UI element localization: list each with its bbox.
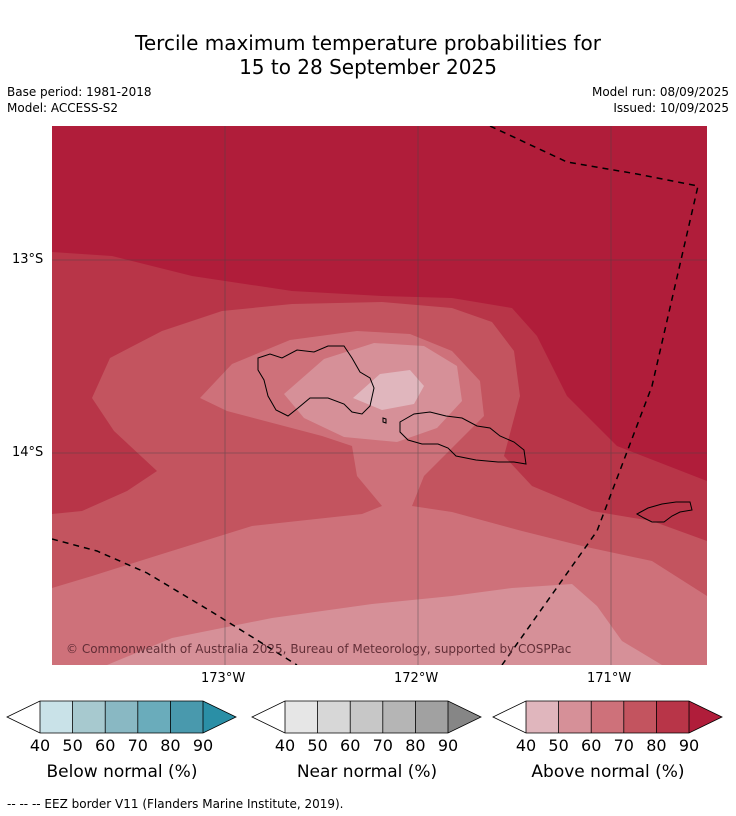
tick-label: 90 xyxy=(437,736,459,755)
colorbar-near-segment-3 xyxy=(350,701,384,733)
lat-label-14s: 14°S xyxy=(12,445,44,460)
colorbar-below-segment-4 xyxy=(137,701,171,733)
tick-label: 80 xyxy=(160,736,181,755)
colorbar-near-segment-0 xyxy=(252,701,285,733)
tick-label: 40 xyxy=(274,736,296,755)
tick-label: 70 xyxy=(372,736,393,755)
band-50-60 xyxy=(107,584,662,665)
colorbar-near-segment-5 xyxy=(415,701,448,733)
tick-label: 50 xyxy=(62,736,83,755)
colorbar-near-title: Near normal (%) xyxy=(296,762,438,782)
colorbar-near-normal xyxy=(251,700,483,734)
tutuila-island-outline xyxy=(635,501,693,523)
colorbar-below-normal xyxy=(6,700,238,734)
band-40-50-center xyxy=(353,370,424,410)
colorbar-below-segment-2 xyxy=(72,701,106,733)
model-run-text: Model run: 08/09/2025 xyxy=(591,85,729,99)
colorbar-below-title: Below normal (%) xyxy=(46,762,198,782)
colorbar-above-segment-1 xyxy=(526,701,559,733)
issued-date-text: Issued: 10/09/2025 xyxy=(613,101,729,115)
chart-title-line-2: 15 to 28 September 2025 xyxy=(239,55,497,79)
colorbar-below-segment-6 xyxy=(203,701,236,733)
tick-label: 40 xyxy=(29,736,51,755)
tick-label: 40 xyxy=(515,736,537,755)
colorbar-near-segment-4 xyxy=(382,701,416,733)
tick-label: 90 xyxy=(678,736,700,755)
lon-label-171w: 171°W xyxy=(587,671,632,686)
colorbar-near-segment-2 xyxy=(317,701,351,733)
colorbar-above-segment-5 xyxy=(656,701,689,733)
tick-label: 60 xyxy=(340,736,361,755)
tick-label: 60 xyxy=(95,736,116,755)
colorbar-above-segment-3 xyxy=(591,701,625,733)
eez-border xyxy=(52,126,699,665)
tick-label: 50 xyxy=(307,736,328,755)
colorbar-below-segment-3 xyxy=(105,701,139,733)
tick-label: 70 xyxy=(613,736,634,755)
colorbar-below-segment-5 xyxy=(170,701,203,733)
colorbar-above-segment-2 xyxy=(558,701,592,733)
colorbar-near-segment-1 xyxy=(285,701,318,733)
graticule xyxy=(52,126,707,665)
lat-label-13s: 13°S xyxy=(12,252,44,267)
tick-label: 70 xyxy=(127,736,148,755)
savaii-island-outline xyxy=(257,345,375,417)
colorbar-above-ticks: 40 50 60 70 80 90 xyxy=(492,736,724,755)
upolu-island-outline xyxy=(399,411,527,465)
probability-map: © Commonwealth of Australia 2025, Bureau… xyxy=(52,126,707,665)
colorbar-above-segment-0 xyxy=(493,701,526,733)
tick-label: 90 xyxy=(192,736,214,755)
chart-title-line-1: Tercile maximum temperature probabilitie… xyxy=(135,31,601,55)
colorbar-above-title: Above normal (%) xyxy=(531,762,685,782)
tick-label: 80 xyxy=(405,736,426,755)
tick-label: 60 xyxy=(581,736,602,755)
lon-label-173w: 173°W xyxy=(201,671,246,686)
eez-border-legend: -- -- -- EEZ border V11 (Flanders Marine… xyxy=(7,797,344,811)
lon-label-172w: 172°W xyxy=(394,671,439,686)
tick-label: 50 xyxy=(548,736,569,755)
colorbar-below-segment-1 xyxy=(40,701,73,733)
colorbar-above-segment-4 xyxy=(623,701,657,733)
copyright-text: © Commonwealth of Australia 2025, Bureau… xyxy=(66,642,571,656)
coastlines xyxy=(257,345,693,523)
colorbar-below-ticks: 40 50 60 70 80 90 xyxy=(6,736,238,755)
base-period-text: Base period: 1981-2018 xyxy=(7,85,152,99)
colorbar-near-segment-6 xyxy=(448,701,481,733)
tick-label: 80 xyxy=(646,736,667,755)
colorbar-above-normal xyxy=(492,700,724,734)
model-name-text: Model: ACCESS-S2 xyxy=(7,101,119,115)
manono-island-outline xyxy=(382,417,387,424)
colorbar-near-ticks: 40 50 60 70 80 90 xyxy=(251,736,483,755)
colorbar-above-segment-6 xyxy=(689,701,722,733)
colorbar-below-segment-0 xyxy=(7,701,40,733)
band-60-70 xyxy=(52,331,707,665)
